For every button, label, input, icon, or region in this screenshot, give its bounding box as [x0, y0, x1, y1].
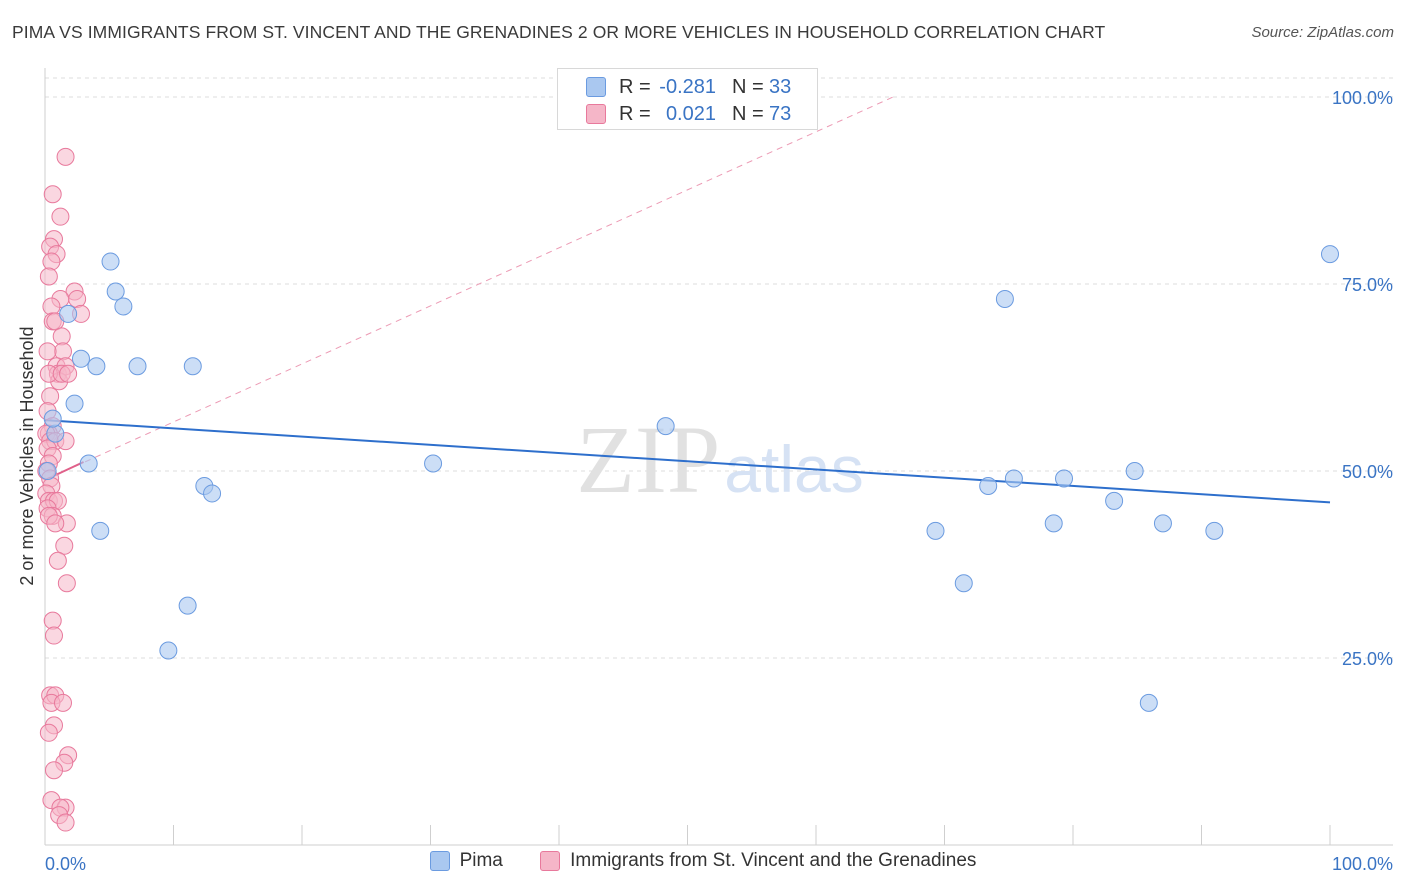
r-label: R = — [619, 102, 651, 125]
pima-point — [203, 484, 222, 503]
chart-title: PIMA VS IMMIGRANTS FROM ST. VINCENT AND … — [12, 22, 1106, 42]
stats-row-pima: R = -0.281 N = 33 — [558, 73, 817, 101]
legend: Pima Immigrants from St. Vincent and the… — [0, 850, 1406, 877]
immigrants-swatch — [586, 104, 606, 124]
tick-labels: 25.0% 50.0% 75.0% 100.0% 0.0% 100.0% — [45, 88, 1393, 874]
n-label: N = — [732, 102, 764, 125]
immigrants-point — [44, 761, 63, 780]
pima-point — [926, 521, 945, 540]
immigrants-point — [57, 574, 76, 593]
immigrants-point — [42, 297, 61, 316]
pima-point — [101, 252, 120, 271]
immigrants-point — [59, 364, 78, 383]
immigrants-dashed-trend — [44, 96, 894, 481]
legend-label-pima: Pima — [459, 850, 503, 871]
pima-swatch — [586, 77, 606, 97]
pima-point — [38, 462, 57, 480]
pima-point — [1205, 521, 1224, 540]
immigrants-point — [44, 626, 63, 645]
watermark: ZIPatlas — [576, 406, 863, 513]
pima-point — [87, 357, 106, 376]
immigrants-point — [53, 342, 72, 361]
pima-point — [1139, 693, 1158, 712]
pima-point — [1125, 462, 1144, 480]
legend-label-immigrants: Immigrants from St. Vincent and the Gren… — [570, 850, 977, 871]
pima-point — [65, 394, 84, 413]
pima-point — [979, 476, 998, 495]
pima-point — [183, 357, 202, 376]
immigrants-legend-swatch — [540, 851, 561, 871]
pima-point — [106, 282, 125, 301]
immigrants-point — [56, 813, 75, 832]
stats-box: R = -0.281 N = 33 R = 0.021 N = 73 — [557, 68, 818, 130]
pima-point — [91, 521, 110, 540]
pima-point — [1055, 469, 1074, 488]
immigrants-point — [41, 387, 60, 406]
immigrants-point — [38, 342, 57, 361]
immigrants-point — [43, 185, 62, 204]
pima-trend-line — [44, 419, 1331, 504]
pima-point — [424, 454, 443, 473]
y-tick-label: 50.0% — [1342, 462, 1393, 482]
immigrants-point — [48, 551, 67, 570]
pima-point — [1105, 491, 1124, 510]
x-tick-label: 100.0% — [1332, 854, 1393, 874]
stats-row-immigrants: R = 0.021 N = 73 — [558, 100, 817, 128]
r-value: -0.281 — [659, 75, 716, 98]
pima-point — [954, 574, 973, 593]
y-tick-label: 75.0% — [1342, 275, 1393, 295]
immigrants-point — [46, 514, 65, 533]
pima-point — [43, 409, 62, 428]
immigrants-point — [55, 536, 74, 555]
pima-point — [79, 454, 98, 473]
immigrants-point — [42, 252, 61, 271]
n-value: 73 — [769, 102, 792, 125]
pima-point — [159, 641, 178, 660]
legend-item-pima[interactable]: Pima — [429, 850, 503, 872]
pima-legend-swatch — [429, 851, 450, 871]
y-tick-label: 25.0% — [1342, 649, 1393, 669]
pima-point — [995, 289, 1014, 308]
pima-point — [46, 424, 65, 443]
r-label: R = — [619, 75, 651, 98]
legend-item-immigrants[interactable]: Immigrants from St. Vincent and the Gren… — [540, 850, 976, 872]
y-tick-label: 100.0% — [1332, 88, 1393, 108]
immigrants-point — [52, 327, 71, 346]
source-label: Source: ZipAtlas.com — [1251, 24, 1394, 41]
pima-point — [1004, 469, 1023, 488]
immigrants-point — [39, 267, 58, 286]
pima-point — [1153, 514, 1172, 533]
pima-point — [71, 349, 90, 368]
r-value: 0.021 — [665, 102, 716, 125]
pima-point — [1044, 514, 1063, 533]
x-tick-label: 0.0% — [45, 854, 86, 874]
n-label: N = — [732, 75, 764, 98]
immigrants-point — [53, 693, 72, 712]
pima-point — [178, 596, 197, 615]
grid-lines — [45, 77, 1393, 659]
immigrants-point — [56, 147, 75, 166]
immigrants-point — [39, 723, 58, 742]
y-axis-label: 2 or more Vehicles in Household — [17, 326, 37, 585]
pima-point — [1321, 245, 1339, 264]
data-points — [37, 147, 1339, 832]
pima-point — [128, 357, 147, 376]
pima-point — [59, 304, 78, 323]
immigrants-point — [43, 611, 62, 630]
immigrants-point — [51, 207, 70, 226]
n-value: 33 — [769, 75, 792, 98]
pima-point — [656, 417, 675, 436]
immigrants-point — [68, 289, 87, 308]
pima-point — [114, 297, 133, 316]
